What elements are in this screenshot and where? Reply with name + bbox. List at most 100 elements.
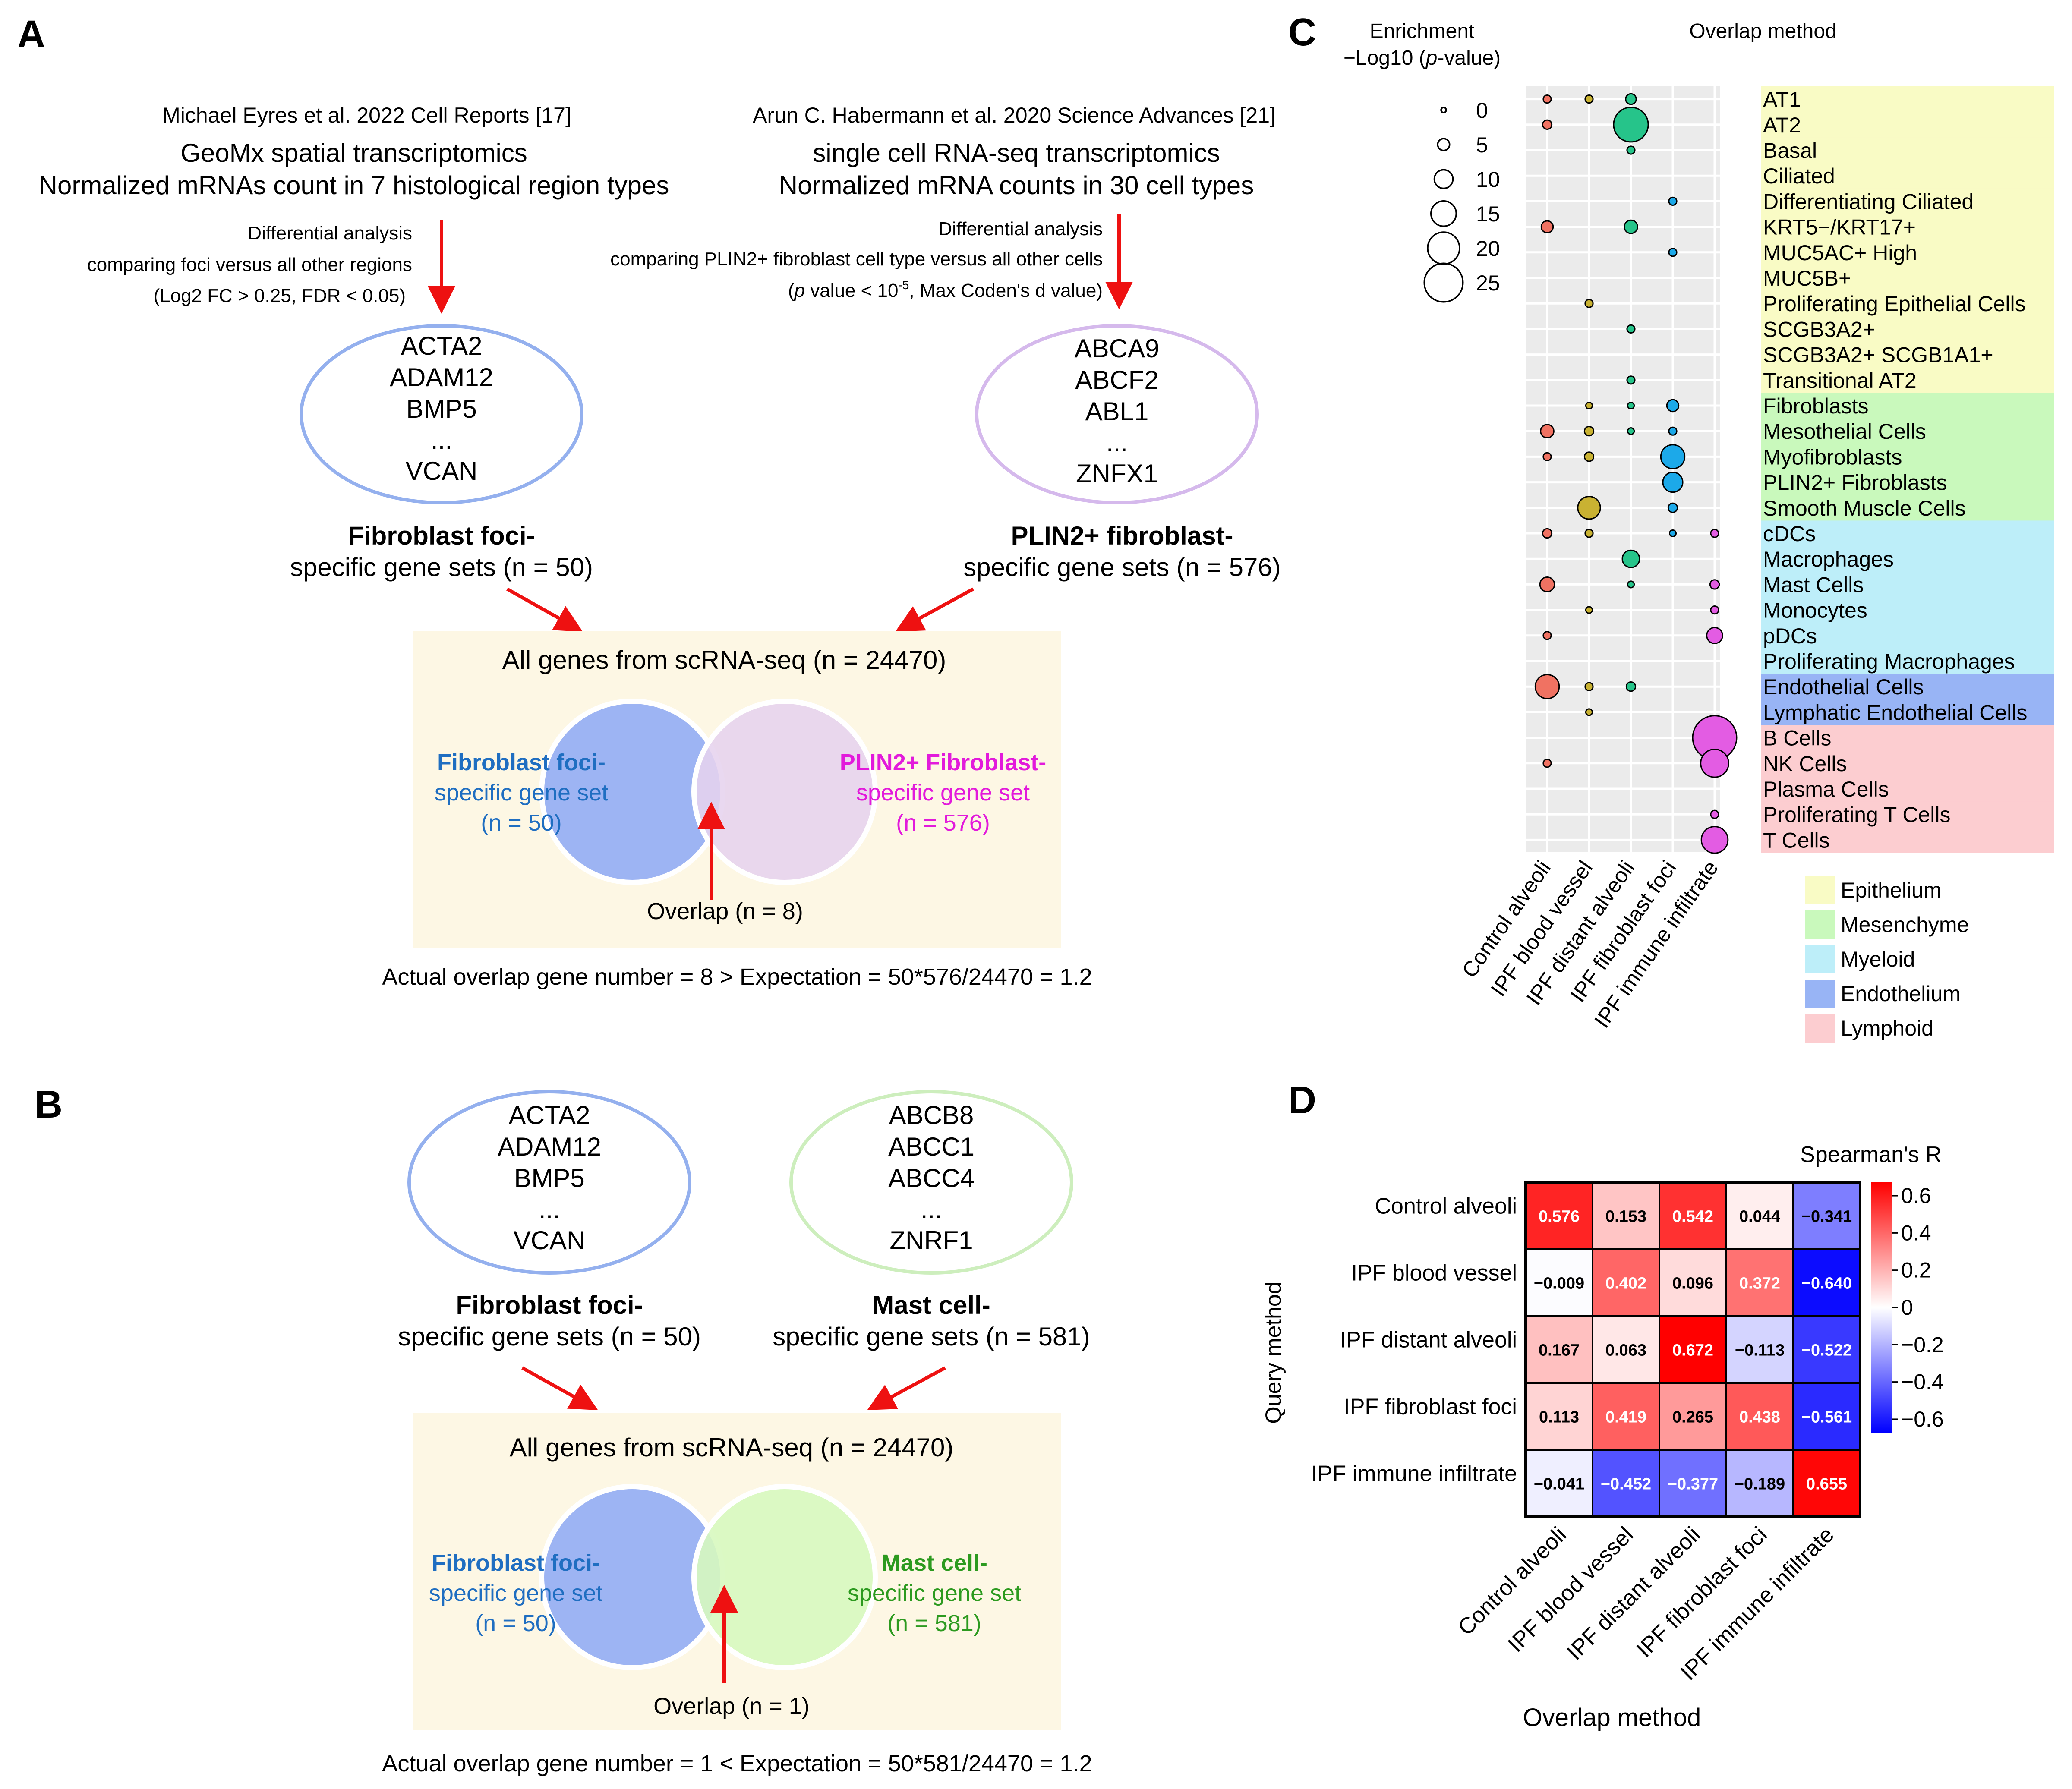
- venn-plin2-title: PLIN2+ Fibroblast-: [840, 750, 1047, 775]
- venn-mast-subtitle: specific gene set: [848, 1580, 1021, 1606]
- cell-type-band: [1761, 316, 2054, 342]
- panel-a: A Michael Eyres et al. 2022 Cell Reports…: [17, 13, 1281, 990]
- dot-point: [1542, 452, 1552, 462]
- dot-point: [1668, 529, 1677, 538]
- dot-point: [1627, 580, 1635, 589]
- left-diff-line-2: comparing foci versus all other regions: [87, 254, 412, 275]
- heatmap-value-label: −0.009: [1534, 1275, 1584, 1293]
- cell-type-band: [1761, 265, 2054, 291]
- cell-type-label: Plasma Cells: [1763, 777, 1889, 801]
- heatmap-value-label: 0.402: [1605, 1275, 1646, 1293]
- venn-foci-count: (n = 50): [481, 810, 562, 836]
- cell-type-label: Macrophages: [1763, 547, 1894, 571]
- dot-point: [1626, 324, 1636, 334]
- cell-type-label: Differentiating Ciliated: [1763, 189, 1974, 214]
- size-legend-circle: [1423, 262, 1464, 303]
- left-gene-ellipse: [407, 1090, 691, 1275]
- cell-type-band: [1761, 520, 2054, 547]
- colorbar: [1871, 1182, 1892, 1433]
- right-set-title: PLIN2+ fibroblast-: [1011, 521, 1233, 550]
- dot-point: [1626, 375, 1636, 385]
- gene-label: ABCB8: [889, 1101, 974, 1130]
- gene-label: ZNFX1: [1076, 459, 1158, 488]
- cell-type-band: [1761, 623, 2054, 649]
- right-set-subtitle: specific gene sets (n = 581): [773, 1322, 1090, 1351]
- gene-label: ACTA2: [509, 1101, 590, 1130]
- heatmap-cell: [1659, 1382, 1727, 1451]
- heatmap-value-label: 0.419: [1605, 1408, 1646, 1427]
- overlap-method-title: Overlap method: [1689, 20, 1837, 43]
- dot-point: [1583, 451, 1595, 462]
- cell-type-label: Mesothelial Cells: [1763, 419, 1926, 444]
- dot-point: [1706, 627, 1723, 644]
- cell-type-label: Proliferating Macrophages: [1763, 649, 2015, 674]
- size-legend: 0 5 10 15 20 25: [1423, 98, 1500, 303]
- cell-type-band: [1761, 750, 2054, 776]
- heatmap-value-label: −0.377: [1668, 1475, 1718, 1493]
- gene-label: ABL1: [1085, 397, 1149, 426]
- dot-point: [1584, 299, 1594, 308]
- dot-point: [1540, 424, 1555, 439]
- dot-gridlines: [1526, 86, 1720, 853]
- group-legend-swatch: [1805, 945, 1835, 973]
- heatmap-y-tick-label: IPF fibroblast foci: [1343, 1395, 1517, 1420]
- size-legend-label: 25: [1476, 271, 1500, 295]
- size-legend-label: 0: [1476, 98, 1488, 123]
- dot-point: [1584, 529, 1594, 538]
- dot-point: [1534, 674, 1560, 699]
- overlap-label: Overlap (n = 8): [647, 898, 803, 924]
- dot-grid-background: [1526, 86, 1720, 852]
- dot-point: [1540, 220, 1554, 233]
- right-diff-line-3: (p value < 10-5, Max Coden's d value): [788, 278, 1103, 301]
- heatmap-value-label: −0.113: [1735, 1342, 1785, 1360]
- cell-type-band: [1761, 86, 2054, 112]
- venn-mast-count: (n = 581): [887, 1610, 981, 1636]
- heatmap-value-label: 0.113: [1539, 1408, 1579, 1427]
- dot-point: [1577, 496, 1601, 520]
- heatmap-cell: [1525, 1449, 1593, 1518]
- heatmap-value-label: −0.640: [1801, 1275, 1852, 1293]
- dot-point: [1710, 529, 1719, 538]
- left-method-title: GeoMx spatial transcriptomics: [180, 139, 527, 167]
- left-set-subtitle: specific gene sets (n = 50): [398, 1322, 701, 1351]
- gene-label: ADAM12: [390, 363, 493, 392]
- size-legend-label: 15: [1476, 202, 1500, 226]
- cell-type-band: [1761, 674, 2054, 700]
- dot-point: [1621, 549, 1640, 568]
- panel-d-letter: D: [1288, 1079, 1316, 1122]
- dot-point: [1542, 759, 1552, 768]
- heatmap-value-label: −0.041: [1534, 1475, 1584, 1493]
- left-gene-ellipse: [300, 324, 583, 504]
- cell-type-band: [1761, 163, 2054, 189]
- panel-d: D Spearman's R Query method Overlap meth…: [1261, 1079, 1944, 1732]
- cell-type-label: SCGB3A2+: [1763, 317, 1875, 341]
- gene-label: ABCC4: [888, 1164, 975, 1193]
- heatmap-border: [1524, 1181, 1861, 1518]
- dot-point: [1627, 427, 1635, 435]
- cell-type-band: [1761, 214, 2054, 240]
- heatmap-value-label: 0.438: [1739, 1408, 1780, 1427]
- cell-type-label: cDCs: [1763, 522, 1816, 546]
- size-legend-circle: [1437, 138, 1451, 151]
- dot-point: [1700, 748, 1729, 778]
- right-gene-list: ABCA9 ABCF2 ABL1 ... ZNFX1: [1075, 334, 1160, 488]
- heatmap-y-tick-label: IPF blood vessel: [1351, 1261, 1517, 1286]
- cell-type-band: [1761, 699, 2054, 725]
- heatmap-value-label: −0.522: [1801, 1342, 1852, 1360]
- cell-type-bands: [1761, 86, 2054, 853]
- venn-plin2-subtitle: specific gene set: [856, 780, 1030, 806]
- cell-type-band: [1761, 188, 2054, 214]
- gene-label: ACTA2: [401, 331, 483, 360]
- cell-type-label: T Cells: [1763, 828, 1830, 852]
- right-diff-line-1: Differential analysis: [938, 218, 1103, 239]
- expectation-text: Actual overlap gene number = 8 > Expecta…: [382, 964, 1092, 990]
- cell-type-label: Monocytes: [1763, 598, 1867, 623]
- venn-title: All genes from scRNA-seq (n = 24470): [510, 1433, 954, 1462]
- dot-point: [1667, 502, 1678, 513]
- cell-type-band: [1761, 546, 2054, 572]
- venn-foci-title: Fibroblast foci-: [432, 1550, 600, 1576]
- dot-point: [1584, 94, 1594, 104]
- right-method-title: single cell RNA-seq transcriptomics: [813, 139, 1220, 167]
